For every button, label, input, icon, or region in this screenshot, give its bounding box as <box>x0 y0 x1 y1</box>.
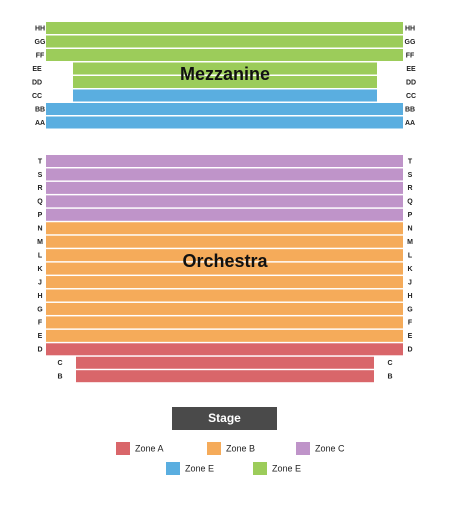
row-label: M <box>407 239 413 246</box>
seat-row[interactable] <box>46 316 403 329</box>
seat-row[interactable] <box>73 76 377 88</box>
row-label: C <box>387 360 392 367</box>
row-label: J <box>408 279 412 286</box>
seat-row[interactable] <box>46 302 403 315</box>
seat-row[interactable] <box>46 329 403 342</box>
row-label: S <box>38 172 43 179</box>
row-label: BB <box>35 106 45 113</box>
row-label: Q <box>407 199 413 206</box>
row-label: GG <box>35 39 46 46</box>
legend-label: Zone B <box>226 443 255 453</box>
row-label: P <box>408 212 413 219</box>
stage-label: Stage <box>208 411 241 425</box>
row-label: K <box>37 266 42 273</box>
row-label: DD <box>32 79 42 86</box>
row-label: F <box>38 320 43 327</box>
row-label: FF <box>36 52 45 59</box>
row-label: DD <box>406 79 416 86</box>
legend-swatch <box>166 462 180 475</box>
seat-row[interactable] <box>46 289 403 302</box>
seat-row[interactable] <box>46 262 403 275</box>
row-label: T <box>38 158 43 165</box>
row-label: C <box>57 360 62 367</box>
legend-label: Zone C <box>315 443 345 453</box>
row-label: D <box>407 347 412 354</box>
row-label: G <box>407 306 413 313</box>
legend-label: Zone E <box>185 463 214 473</box>
section-title: Orchestra <box>182 251 268 271</box>
row-label: HH <box>405 25 415 32</box>
row-label: HH <box>35 25 45 32</box>
legend-swatch <box>207 442 221 455</box>
seat-row[interactable] <box>46 35 403 48</box>
row-label: N <box>37 226 42 233</box>
row-label: N <box>407 226 412 233</box>
row-label: E <box>408 333 413 340</box>
row-label: H <box>407 293 412 300</box>
row-label: AA <box>405 120 415 127</box>
stage <box>172 407 277 430</box>
seat-row[interactable] <box>46 195 403 208</box>
row-label: G <box>37 306 43 313</box>
row-label: H <box>37 293 42 300</box>
row-label: B <box>57 374 62 381</box>
row-label: M <box>37 239 43 246</box>
legend-label: Zone E <box>272 463 301 473</box>
seat-row[interactable] <box>46 343 403 356</box>
seat-row[interactable] <box>46 235 403 248</box>
seat-row[interactable] <box>46 103 403 115</box>
seat-row[interactable] <box>46 49 403 61</box>
section-title: Mezzanine <box>180 64 270 84</box>
seat-row[interactable] <box>46 249 403 262</box>
legend-swatch <box>253 462 267 475</box>
row-label: T <box>408 158 413 165</box>
row-label: CC <box>32 93 42 100</box>
row-label: FF <box>406 52 415 59</box>
seat-row[interactable] <box>46 155 403 167</box>
row-label: K <box>407 266 412 273</box>
seat-row[interactable] <box>73 89 377 102</box>
seat-row[interactable] <box>46 222 403 235</box>
row-label: Q <box>37 199 43 206</box>
seat-row[interactable] <box>46 276 403 289</box>
seat-row[interactable] <box>76 370 374 383</box>
row-label: EE <box>32 66 42 73</box>
row-label: B <box>387 374 392 381</box>
seat-row[interactable] <box>46 116 403 129</box>
row-label: S <box>408 172 413 179</box>
seat-row[interactable] <box>46 168 403 181</box>
legend-label: Zone A <box>135 443 164 453</box>
row-label: L <box>408 252 413 259</box>
legend-swatch <box>296 442 310 455</box>
row-label: BB <box>405 106 415 113</box>
row-label: L <box>38 252 43 259</box>
row-label: EE <box>406 66 416 73</box>
row-label: GG <box>405 39 416 46</box>
legend-swatch <box>116 442 130 455</box>
seat-row[interactable] <box>73 62 377 75</box>
seat-row[interactable] <box>46 22 403 34</box>
seat-row[interactable] <box>46 181 403 194</box>
row-label: R <box>407 185 412 192</box>
row-label: P <box>38 212 43 219</box>
row-label: F <box>408 320 413 327</box>
row-label: CC <box>406 93 416 100</box>
seat-row[interactable] <box>46 208 403 221</box>
row-label: D <box>37 347 42 354</box>
row-label: E <box>38 333 43 340</box>
row-label: AA <box>35 120 45 127</box>
seat-row[interactable] <box>76 356 374 369</box>
row-label: R <box>37 185 42 192</box>
row-label: J <box>38 279 42 286</box>
